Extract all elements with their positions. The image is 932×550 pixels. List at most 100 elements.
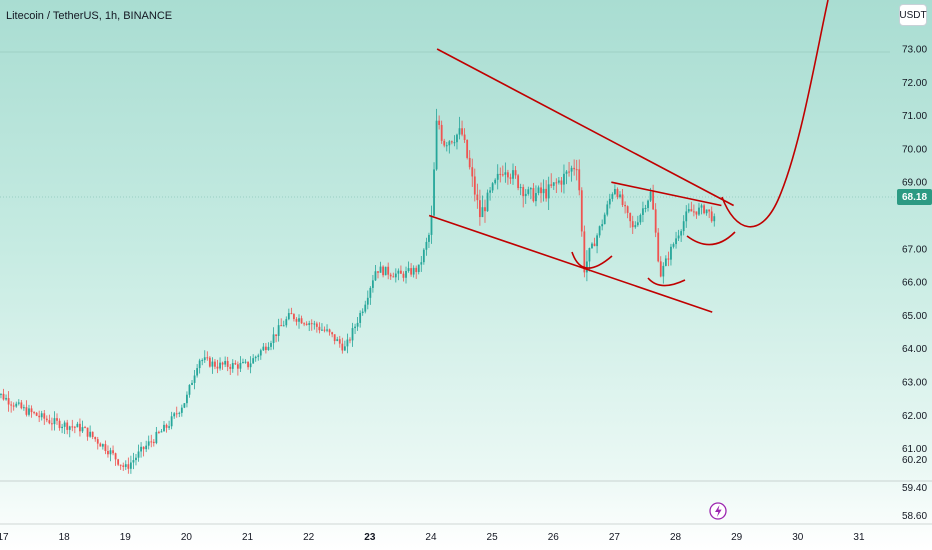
candle-body (657, 232, 660, 262)
candle-body (647, 200, 649, 208)
candle-body (249, 363, 252, 368)
head-arc[interactable] (647, 277, 686, 287)
candle-body (440, 124, 443, 141)
candle-body (338, 339, 341, 344)
candle-body (349, 339, 351, 341)
candle-body (563, 173, 565, 185)
candle-body (234, 363, 237, 365)
candle-body (509, 177, 512, 179)
candle-body (186, 394, 188, 404)
candle-body (583, 231, 586, 273)
time-axis[interactable]: 17 18 19 20 21 22 23 24 25 26 27 28 29 30 31 (0, 532, 865, 543)
breakout-projection-curve[interactable] (721, 0, 829, 228)
candle-body (168, 426, 170, 428)
candle-body (287, 313, 290, 320)
candles-group (0, 108, 716, 474)
candle-body (25, 407, 28, 415)
candle-body (445, 145, 448, 147)
candle-body (621, 194, 624, 205)
inner-resistance-line[interactable] (611, 181, 722, 207)
candle-body (336, 339, 339, 342)
candle-body (191, 382, 193, 385)
candle-body (692, 211, 695, 213)
candle-body (484, 207, 486, 212)
candle-body (397, 270, 400, 274)
candle-body (158, 431, 160, 433)
candle-body (629, 212, 632, 222)
price-tick-label: 73.00 (902, 45, 927, 56)
candle-body (614, 189, 616, 195)
candle-body (507, 172, 509, 178)
price-tick-label: 64.00 (902, 344, 927, 355)
candle-body (293, 314, 295, 320)
candle-body (499, 173, 502, 175)
price-tick-label: 62.00 (902, 411, 927, 422)
channel-upper-line[interactable] (436, 48, 734, 207)
candle-body (356, 322, 359, 327)
candle-body (698, 207, 700, 215)
candle-body (606, 204, 609, 215)
candle-body (575, 169, 578, 171)
candle-body (466, 139, 469, 158)
candle-body (407, 268, 410, 271)
candle-body (565, 171, 568, 174)
candle-body (690, 209, 693, 212)
lightning-icon[interactable] (709, 502, 727, 520)
right-shoulder-arc[interactable] (686, 231, 736, 246)
pattern-drawings (428, 0, 829, 313)
candle-body (257, 355, 260, 357)
candle-body (10, 404, 13, 406)
candle-body (180, 407, 183, 413)
candle-body (346, 339, 349, 347)
candle-body (91, 431, 94, 438)
candle-body (326, 329, 328, 331)
candle-body (680, 231, 683, 236)
candle-body (315, 323, 318, 327)
candle-body (254, 356, 257, 359)
price-tick-label: 63.00 (902, 378, 927, 389)
candle-body (522, 187, 525, 197)
candle-body (486, 192, 489, 212)
candle-body (425, 241, 428, 250)
candle-body (22, 407, 25, 409)
candle-body (262, 346, 265, 351)
candle-body (580, 190, 583, 232)
candle-body (364, 304, 367, 312)
candle-body (542, 188, 545, 194)
candle-body (601, 224, 604, 227)
channel-lower-line[interactable] (428, 214, 713, 313)
candle-body (481, 207, 484, 218)
candle-body (448, 141, 451, 146)
candle-body (473, 176, 476, 195)
price-axis[interactable]: 73.00 72.00 71.00 70.00 69.00 67.00 66.00 65.00… (902, 45, 927, 523)
candle-body (387, 266, 390, 275)
candle-body (463, 134, 466, 140)
candle-body (35, 412, 38, 416)
candle-body (415, 267, 418, 273)
currency-button[interactable]: USDT (899, 4, 927, 26)
candle-body (259, 350, 262, 356)
candle-body (677, 235, 680, 239)
left-shoulder-arc[interactable] (571, 251, 613, 269)
time-tick-label: 27 (609, 532, 621, 543)
candle-body (132, 460, 135, 463)
candle-body (275, 334, 277, 336)
candle-body (430, 215, 433, 235)
candle-body (282, 325, 285, 327)
candle-body (682, 221, 685, 232)
candle-body (224, 361, 227, 365)
candle-body (608, 198, 611, 205)
candle-body (295, 319, 298, 322)
candle-body (456, 134, 458, 143)
candle-body (512, 170, 514, 179)
candle-body (476, 194, 479, 201)
time-tick-label: 31 (853, 532, 865, 543)
candle-body (560, 180, 563, 185)
time-tick-label: 24 (425, 532, 437, 543)
candle-body (0, 393, 2, 395)
price-tick-label: 58.60 (902, 511, 927, 522)
candle-body (652, 191, 655, 210)
candle-body (33, 412, 35, 414)
candle-body (478, 200, 481, 218)
